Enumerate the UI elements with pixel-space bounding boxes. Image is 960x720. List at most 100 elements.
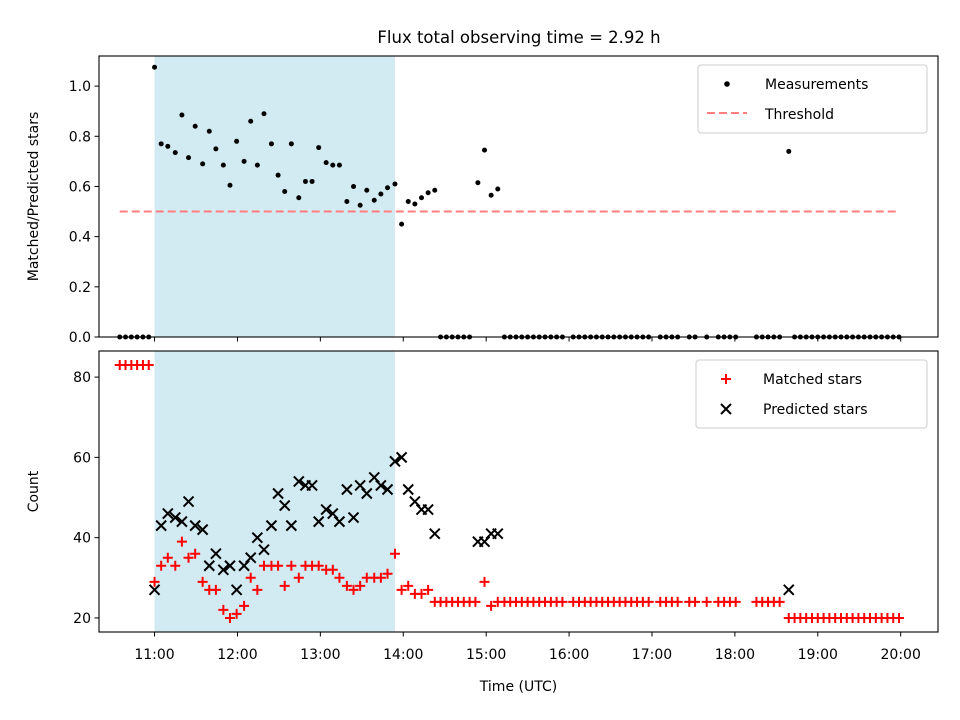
predicted-star-point <box>162 507 174 520</box>
matched-star-point <box>293 572 304 583</box>
legend-predicted-label: Predicted stars <box>763 402 868 418</box>
count-panel-legend: Matched stars Predicted stars <box>695 359 928 429</box>
predicted-star-point <box>347 511 360 524</box>
predicted-star-point <box>783 584 795 596</box>
matched-star-point <box>210 584 221 595</box>
measurement-point <box>412 201 418 207</box>
chart-title: Flux total observing time = 2.92 h <box>377 28 660 47</box>
x-tick-label: 20:00 <box>881 647 921 663</box>
matched-star-point <box>701 596 712 607</box>
predicted-star-point <box>155 519 167 532</box>
measurement-point <box>786 148 792 154</box>
measurement-point <box>309 178 315 184</box>
legend-threshold-label: Threshold <box>764 107 834 123</box>
matched-star-point <box>730 596 741 607</box>
measurement-point <box>399 221 405 227</box>
measurement-point <box>288 141 294 147</box>
y-tick-label: 0.6 <box>69 179 91 195</box>
measurement-point <box>254 162 260 168</box>
predicted-star-point <box>217 564 230 576</box>
predicted-star-point <box>279 499 291 512</box>
matched-star-point <box>279 580 290 591</box>
measurement-point <box>336 162 342 168</box>
measurement-point <box>227 182 233 188</box>
predicted-star-point <box>224 560 236 572</box>
measurement-point <box>351 183 357 189</box>
matched-star-point <box>149 576 160 587</box>
ratio-panel-legend: Measurements Threshold <box>697 64 928 134</box>
measurement-point <box>323 160 329 166</box>
matched-star-point <box>672 596 683 607</box>
measurement-point <box>475 180 481 186</box>
matched-star-point <box>416 588 427 599</box>
legend-measurements-label: Measurements <box>765 77 868 93</box>
predicted-star-point <box>429 527 441 540</box>
measurement-point <box>179 112 185 118</box>
measurement-point <box>302 178 308 184</box>
predicted-star-point <box>176 515 188 528</box>
y-tick-label: 0.4 <box>69 230 91 246</box>
measurement-point <box>364 187 370 193</box>
matched-star-point <box>239 600 250 611</box>
predicted-star-point <box>293 475 305 488</box>
matched-star-point <box>162 552 173 563</box>
matched-star-point <box>423 584 434 595</box>
matched-star-point <box>479 576 490 587</box>
measurement-point <box>419 195 425 201</box>
ratio-panel: 0.0 0.2 0.4 0.6 0.8 1.0 Matched/Predicted sta… <box>26 55 939 346</box>
measurement-point <box>152 64 158 70</box>
predicted-star-point <box>196 523 209 536</box>
y-tick-label: 1.0 <box>69 79 91 95</box>
count-panel: 20 40 60 80 11:00 12:00 13:00 14:00 15:00 16:00 1… <box>26 350 939 695</box>
predicted-star-point <box>272 487 284 500</box>
matched-star-point <box>183 552 194 563</box>
measurement-point <box>261 111 267 117</box>
x-tick-label: 18:00 <box>715 647 755 663</box>
measurement-point <box>425 190 431 196</box>
matched-star-point <box>156 560 167 571</box>
ratio-panel-y-axis-label: Matched/Predicted stars <box>26 112 42 282</box>
predicted-star-point <box>148 584 161 596</box>
ratio-panel-frame <box>98 55 939 338</box>
predicted-star-point <box>245 552 257 564</box>
predicted-star-point <box>251 531 264 544</box>
matched-star-point <box>403 580 414 591</box>
predicted-star-point <box>210 548 222 560</box>
predicted-star-point <box>230 584 243 596</box>
measurement-point <box>206 128 212 134</box>
measurement-point <box>268 141 274 147</box>
matched-star-point <box>334 572 345 583</box>
x-tick-label: 16:00 <box>549 647 589 663</box>
matched-star-point <box>245 572 256 583</box>
predicted-star-point <box>492 527 504 540</box>
legend-predicted-marker <box>720 403 732 415</box>
matched-star-point <box>286 560 297 571</box>
y-tick-label: 0.2 <box>69 280 91 296</box>
measurement-point <box>316 145 322 151</box>
observing-window-shade <box>154 56 395 337</box>
legend-matched-marker <box>721 374 731 384</box>
predicted-star-point <box>312 515 325 528</box>
predicted-star-point <box>402 483 414 496</box>
matched-star-point <box>341 580 352 591</box>
matched-star-point <box>327 564 338 575</box>
matched-star-point <box>557 596 568 607</box>
y-tick-label: 0.8 <box>69 129 91 145</box>
x-tick-label: 17:00 <box>632 647 672 663</box>
measurement-point <box>282 188 288 194</box>
y-tick-label: 20 <box>73 611 91 627</box>
measurement-point <box>186 155 192 161</box>
measurement-point <box>371 197 377 203</box>
matched-star-point <box>643 596 654 607</box>
matched-star-point <box>224 612 235 623</box>
predicted-star-point <box>333 515 346 528</box>
matched-star-point <box>197 576 208 587</box>
predicted-star-point <box>189 519 201 532</box>
matched-star-point <box>375 572 386 583</box>
matched-star-point <box>486 600 497 611</box>
measurement-point <box>482 147 488 153</box>
measurement-point <box>213 146 219 152</box>
measurement-point <box>172 150 178 156</box>
measurement-point <box>275 172 281 178</box>
y-tick-label: 40 <box>73 531 91 547</box>
